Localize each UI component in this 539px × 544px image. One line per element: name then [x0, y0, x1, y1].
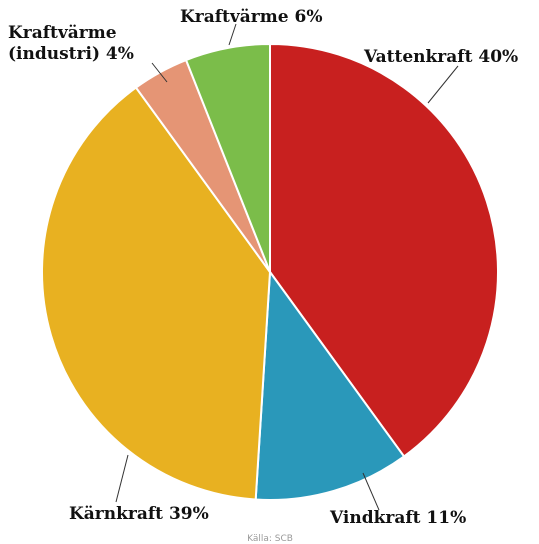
leader-line-kraftvarme	[228, 23, 237, 46]
slice-labels: Vattenkraft 40% Vindkraft 11% Kärnkraft …	[8, 7, 518, 528]
pie-slice-vattenkraft	[269, 42, 499, 458]
leader-line-vattenkraft	[427, 65, 459, 104]
slice-label-karnkraft: Kärnkraft 39%	[69, 504, 209, 524]
slice-label-kraftvarme-industri-line2: (industri) 4%	[8, 44, 134, 64]
slice-label-kraftvarme: Kraftvärme 6%	[180, 7, 322, 27]
pie-slice-vindkraft	[254, 269, 406, 501]
leader-line-karnkraft	[115, 454, 129, 503]
leader-lines	[115, 23, 459, 511]
leader-line-kraftvarme-industri	[151, 62, 168, 83]
slice-label-vattenkraft: Vattenkraft 40%	[363, 47, 518, 67]
pie-slice-kraftvarme	[184, 42, 271, 273]
slice-label-vindkraft: Vindkraft 11%	[329, 508, 466, 528]
slice-label-kraftvarme-industri-line1: Kraftvärme	[8, 23, 117, 43]
source-note: Källa: SCB	[247, 534, 293, 544]
pie-slices	[41, 42, 499, 501]
leader-line-vindkraft	[362, 472, 380, 511]
pie-slice-karnkraft	[41, 86, 272, 501]
